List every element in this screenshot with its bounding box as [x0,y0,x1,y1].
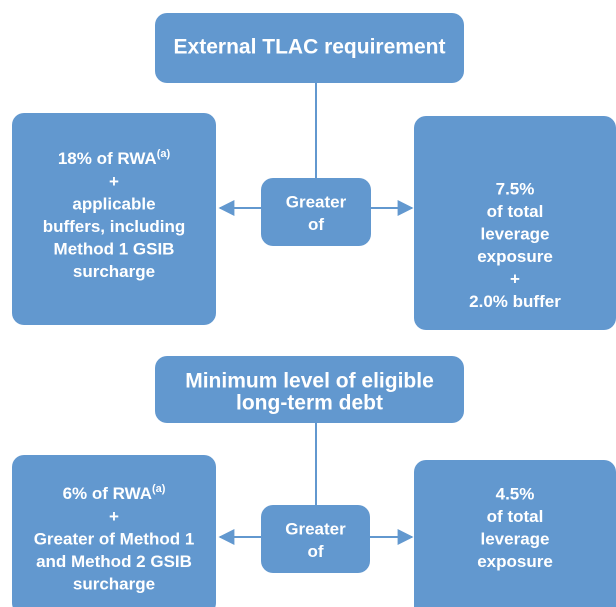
left-line: surcharge [73,574,155,593]
line-text: 18% of RWA [58,149,157,168]
left-box [12,113,216,325]
left-line: + [109,507,119,526]
title-box [155,356,464,423]
left-line: surcharge [73,262,155,281]
center-box [261,178,371,246]
title-box [155,13,464,83]
superscript: (a) [157,148,171,160]
center-line: of [308,215,324,234]
left-box [12,455,216,607]
title-line: Minimum level of eligible [185,370,434,393]
title-line: long-term debt [236,392,383,415]
right-line: 7.5% [496,179,535,198]
center-line: of [307,542,323,561]
left-line: Method 1 GSIB [54,239,175,258]
center-line: Greater [285,519,346,538]
center-line: Greater [286,192,347,211]
superscript: (a) [152,483,166,495]
left-line: + [109,172,119,191]
right-line: of total [487,507,544,526]
right-box [414,116,616,330]
left-line: 6% of RWA(a) [63,483,166,504]
line-text: 6% of RWA [63,484,152,503]
center-box [261,505,370,573]
left-line: buffers, including [43,217,186,236]
left-line: 18% of RWA(a) [58,148,171,169]
title-line: External TLAC requirement [174,36,446,59]
right-line: exposure [477,247,553,266]
right-line: 2.0% buffer [469,292,561,311]
right-line: 4.5% [496,484,535,503]
left-line: Greater of Method 1 [34,529,195,548]
right-line: of total [487,202,544,221]
right-line: leverage [481,529,550,548]
right-line: leverage [481,224,550,243]
left-line: and Method 2 GSIB [36,552,192,571]
right-box [414,460,616,607]
right-line: exposure [477,552,553,571]
left-line: applicable [72,194,155,213]
right-line: + [510,269,520,288]
